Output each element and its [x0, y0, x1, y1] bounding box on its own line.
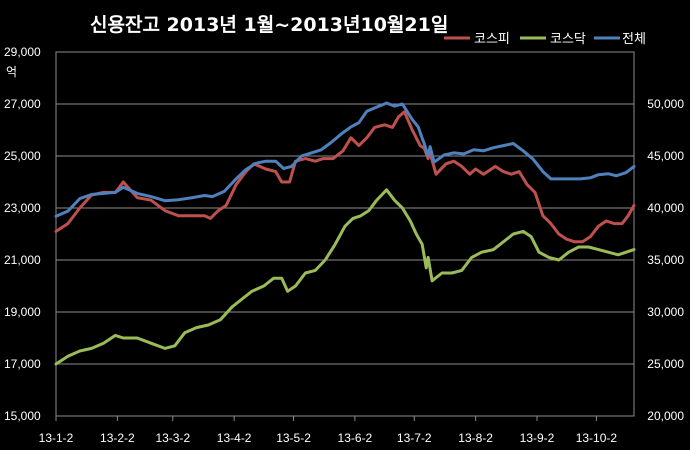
right-tick-label: 30,000 — [647, 305, 684, 319]
legend: 코스피 코스닥 전체 — [444, 32, 646, 47]
x-tick-label: 13-1-2 — [39, 431, 74, 445]
plot-area — [55, 51, 635, 417]
gridlines — [56, 103, 634, 365]
series-line-kospi — [54, 110, 636, 244]
legend-label-kospi: 코스피 — [474, 32, 510, 47]
left-tick-label: 15,000 — [4, 409, 41, 423]
x-axis-ticks: 13-1-2 13-2-2 13-3-2 13-4-2 13-5-2 13-6-2 13-7… — [39, 416, 618, 445]
left-tick-label: 21,000 — [4, 253, 41, 267]
right-tick-label: 45,000 — [647, 149, 684, 163]
right-tick-label: 35,000 — [647, 253, 684, 267]
x-tick-label: 13-7-2 — [397, 431, 432, 445]
left-axis-unit: 억 — [6, 65, 17, 79]
right-axis-ticks: 20,000 25,000 30,000 35,000 40,000 45,000 50,0… — [647, 97, 684, 423]
legend-label-total: 전체 — [622, 32, 646, 47]
left-tick-label: 27,000 — [4, 97, 41, 111]
left-tick-label: 17,000 — [4, 357, 41, 371]
x-tick-label: 13-5-2 — [276, 431, 311, 445]
legend-label-kosdaq: 코스닥 — [550, 32, 586, 47]
left-tick-label: 25,000 — [4, 149, 41, 163]
chart-title: 신용잔고 2013년 1월~2013년10월21일 — [90, 14, 448, 36]
x-tick-label: 13-4-2 — [217, 431, 252, 445]
x-tick-label: 13-8-2 — [458, 431, 493, 445]
series-lines — [54, 101, 636, 366]
x-tick-label: 13-10-2 — [576, 431, 618, 445]
right-tick-label: 25,000 — [647, 357, 684, 371]
series-line-total — [54, 101, 636, 218]
right-tick-label: 40,000 — [647, 201, 684, 215]
series-line-kosdaq — [54, 188, 636, 366]
left-tick-label: 23,000 — [4, 201, 41, 215]
x-tick-label: 13-6-2 — [338, 431, 373, 445]
right-tick-label: 50,000 — [647, 97, 684, 111]
x-tick-label: 13-3-2 — [155, 431, 190, 445]
x-tick-label: 13-9-2 — [520, 431, 555, 445]
right-tick-label: 20,000 — [647, 409, 684, 423]
x-tick-label: 13-2-2 — [100, 431, 135, 445]
left-tick-label: 19,000 — [4, 305, 41, 319]
left-axis-ticks: 15,000 17,000 19,000 21,000 23,000 25,000 27,0… — [4, 45, 41, 423]
left-tick-label: 29,000 — [4, 45, 41, 59]
